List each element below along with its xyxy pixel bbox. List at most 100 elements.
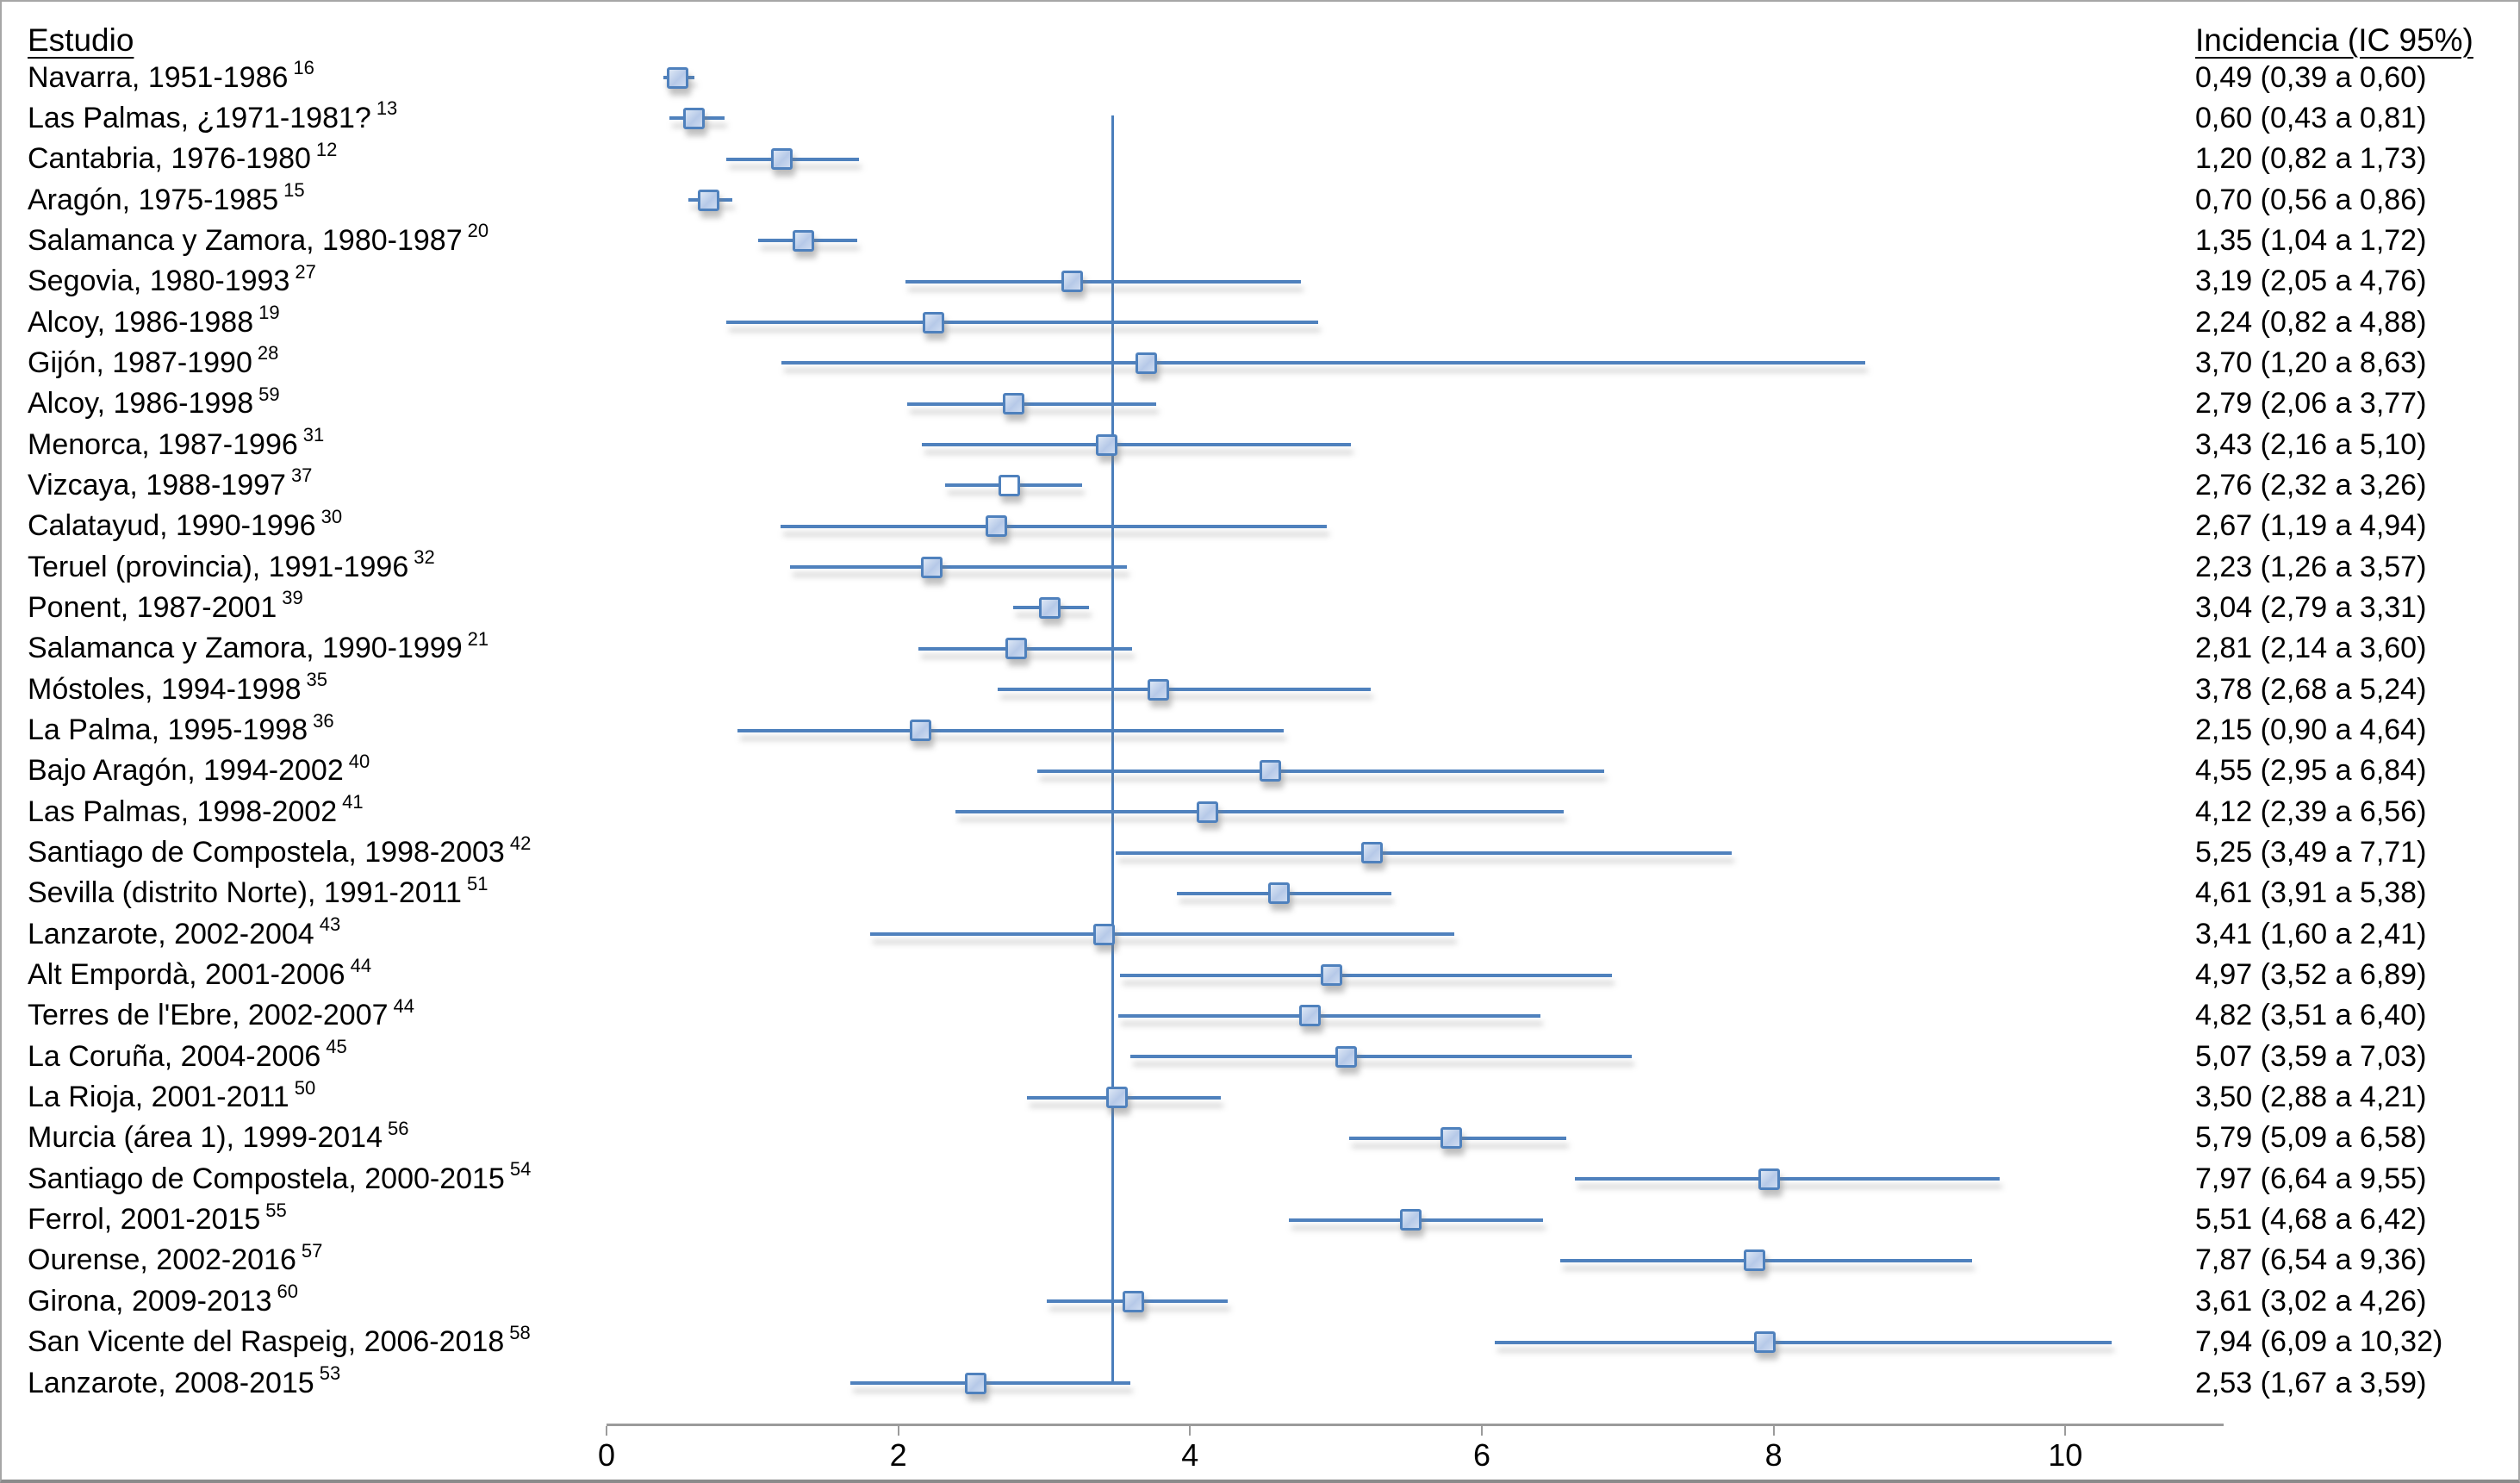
- study-ref-superscript: 58: [509, 1321, 531, 1343]
- incidence-value: 4,61 (3,91 a 5,38): [2195, 876, 2427, 910]
- study-ref-superscript: 44: [350, 954, 372, 976]
- ci-line: [737, 728, 1284, 732]
- study-label: Cantabria, 1976-1980 12: [28, 139, 337, 180]
- study-ref-superscript: 42: [509, 832, 532, 854]
- point-estimate-marker: [998, 474, 1020, 496]
- study-label: Ferrol, 2001-2015 55: [28, 1199, 287, 1241]
- incidence-value: 2,24 (0,82 a 4,88): [2195, 305, 2427, 339]
- ci-line: [1560, 1258, 1972, 1262]
- incidence-value: 5,07 (3,59 a 7,03): [2195, 1039, 2427, 1073]
- point-estimate-marker: [1361, 842, 1384, 864]
- incidence-value: 7,94 (6,09 a 10,32): [2195, 1325, 2443, 1359]
- incidence-value: 2,15 (0,90 a 4,64): [2195, 713, 2427, 746]
- ci-line: [725, 157, 859, 161]
- incidence-value: 3,04 (2,79 a 3,31): [2195, 590, 2427, 624]
- ci-line: [1115, 851, 1732, 855]
- study-label-text: Vizcaya, 1988-1997: [28, 468, 286, 502]
- ci-line: [997, 688, 1372, 692]
- study-label: Murcia (área 1), 1999-2014 56: [28, 1118, 409, 1159]
- point-estimate-marker: [667, 66, 689, 89]
- ci-line: [870, 932, 1454, 937]
- incidence-value: 2,81 (2,14 a 3,60): [2195, 632, 2427, 665]
- study-label: Terres de l'Ebre, 2002-2007 44: [28, 995, 414, 1037]
- incidence-value: 2,67 (1,19 a 4,94): [2195, 509, 2427, 543]
- study-label-text: Gijón, 1987-1990: [28, 346, 252, 379]
- study-label: La Rioja, 2001-2011 50: [28, 1077, 315, 1118]
- ci-line: [955, 810, 1564, 814]
- incidence-value: 4,82 (3,51 a 6,40): [2195, 999, 2427, 1032]
- study-ref-superscript: 43: [319, 913, 341, 936]
- study-ref-superscript: 27: [295, 260, 316, 283]
- study-label: Navarra, 1951-1986 16: [28, 57, 314, 98]
- point-estimate-marker: [1268, 882, 1291, 905]
- study-ref-superscript: 51: [466, 872, 488, 894]
- point-estimate-marker: [1147, 678, 1169, 701]
- study-label-text: Girona, 2009-2013: [28, 1284, 272, 1318]
- point-estimate-marker: [921, 556, 943, 578]
- study-label-text: Alcoy, 1986-1998: [28, 387, 254, 421]
- study-label: Gijón, 1987-1990 28: [28, 342, 278, 383]
- point-estimate-marker: [683, 107, 706, 129]
- study-ref-superscript: 54: [509, 1158, 532, 1181]
- study-label-text: Ourense, 2002-2016: [28, 1243, 296, 1277]
- study-label: San Vicente del Raspeig, 2006-2018 58: [28, 1322, 531, 1363]
- ci-line: [781, 361, 1866, 365]
- point-estimate-marker: [985, 515, 1007, 538]
- study-label: Aragón, 1975-1985 15: [28, 179, 305, 221]
- ci-line: [780, 524, 1328, 528]
- study-label-text: Ferrol, 2001-2015: [28, 1203, 261, 1237]
- study-ref-superscript: 59: [258, 383, 280, 405]
- x-axis-tick-label: 4: [1181, 1437, 1199, 1473]
- x-axis: [607, 1424, 2224, 1426]
- incidence-value: 1,35 (1,04 a 1,72): [2195, 223, 2427, 257]
- incidence-value: 5,51 (4,68 a 6,42): [2195, 1203, 2427, 1237]
- point-estimate-marker: [1753, 1331, 1776, 1354]
- study-label-text: Sevilla (distrito Norte), 1991-2011: [28, 876, 462, 910]
- study-ref-superscript: 32: [414, 546, 435, 569]
- incidence-value: 4,55 (2,95 a 6,84): [2195, 754, 2427, 788]
- point-estimate-marker: [909, 720, 931, 741]
- point-estimate-marker: [1106, 1087, 1129, 1109]
- reference-line: [1111, 115, 1115, 1383]
- ci-line: [921, 443, 1351, 447]
- point-estimate-marker: [922, 311, 944, 333]
- ci-line: [1036, 769, 1605, 773]
- study-label: Ponent, 1987-2001 39: [28, 587, 303, 628]
- study-label-text: La Coruña, 2004-2006: [28, 1039, 321, 1073]
- study-ref-superscript: 35: [306, 669, 328, 691]
- study-label-text: Murcia (área 1), 1999-2014: [28, 1121, 383, 1155]
- study-label-text: Cantabria, 1976-1980: [28, 142, 311, 176]
- x-axis-tick-label: 0: [597, 1437, 616, 1473]
- point-estimate-marker: [1136, 352, 1158, 374]
- study-label-text: San Vicente del Raspeig, 2006-2018: [28, 1325, 505, 1359]
- study-label-text: Salamanca y Zamora, 1990-1999: [28, 632, 463, 665]
- study-label-text: Las Palmas, ¿1971-1981?: [28, 101, 371, 134]
- study-ref-superscript: 55: [265, 1199, 287, 1221]
- incidence-value: 4,12 (2,39 a 6,56): [2195, 794, 2427, 828]
- point-estimate-marker: [1061, 271, 1083, 293]
- point-estimate-marker: [1259, 760, 1281, 782]
- ci-line: [725, 321, 1319, 325]
- study-ref-superscript: 41: [342, 791, 364, 813]
- incidence-value: 2,76 (2,32 a 3,26): [2195, 468, 2427, 502]
- study-ref-superscript: 16: [293, 57, 314, 78]
- study-label: Móstoles, 1994-1998 35: [28, 669, 327, 710]
- study-label-text: Móstoles, 1994-1998: [28, 672, 302, 706]
- point-estimate-marker: [1039, 596, 1061, 619]
- incidence-value: 3,41 (1,60 a 2,41): [2195, 917, 2427, 950]
- ci-line: [1120, 973, 1612, 977]
- study-label-text: Bajo Aragón, 1994-2002: [28, 754, 344, 788]
- incidence-value: 7,97 (6,64 a 9,55): [2195, 1162, 2427, 1195]
- study-label: Teruel (provincia), 1991-1996 32: [28, 546, 435, 588]
- ci-line: [1129, 1055, 1633, 1059]
- x-axis-tick: [1189, 1426, 1192, 1436]
- study-label-text: Aragón, 1975-1985: [28, 183, 279, 216]
- ci-line: [1118, 1013, 1540, 1018]
- point-estimate-marker: [1440, 1127, 1462, 1150]
- x-axis-tick: [1772, 1426, 1775, 1436]
- study-ref-superscript: 13: [376, 97, 398, 120]
- incidence-value: 5,25 (3,49 a 7,71): [2195, 836, 2427, 869]
- ci-line: [849, 1381, 1130, 1385]
- point-estimate-marker: [1335, 1045, 1357, 1068]
